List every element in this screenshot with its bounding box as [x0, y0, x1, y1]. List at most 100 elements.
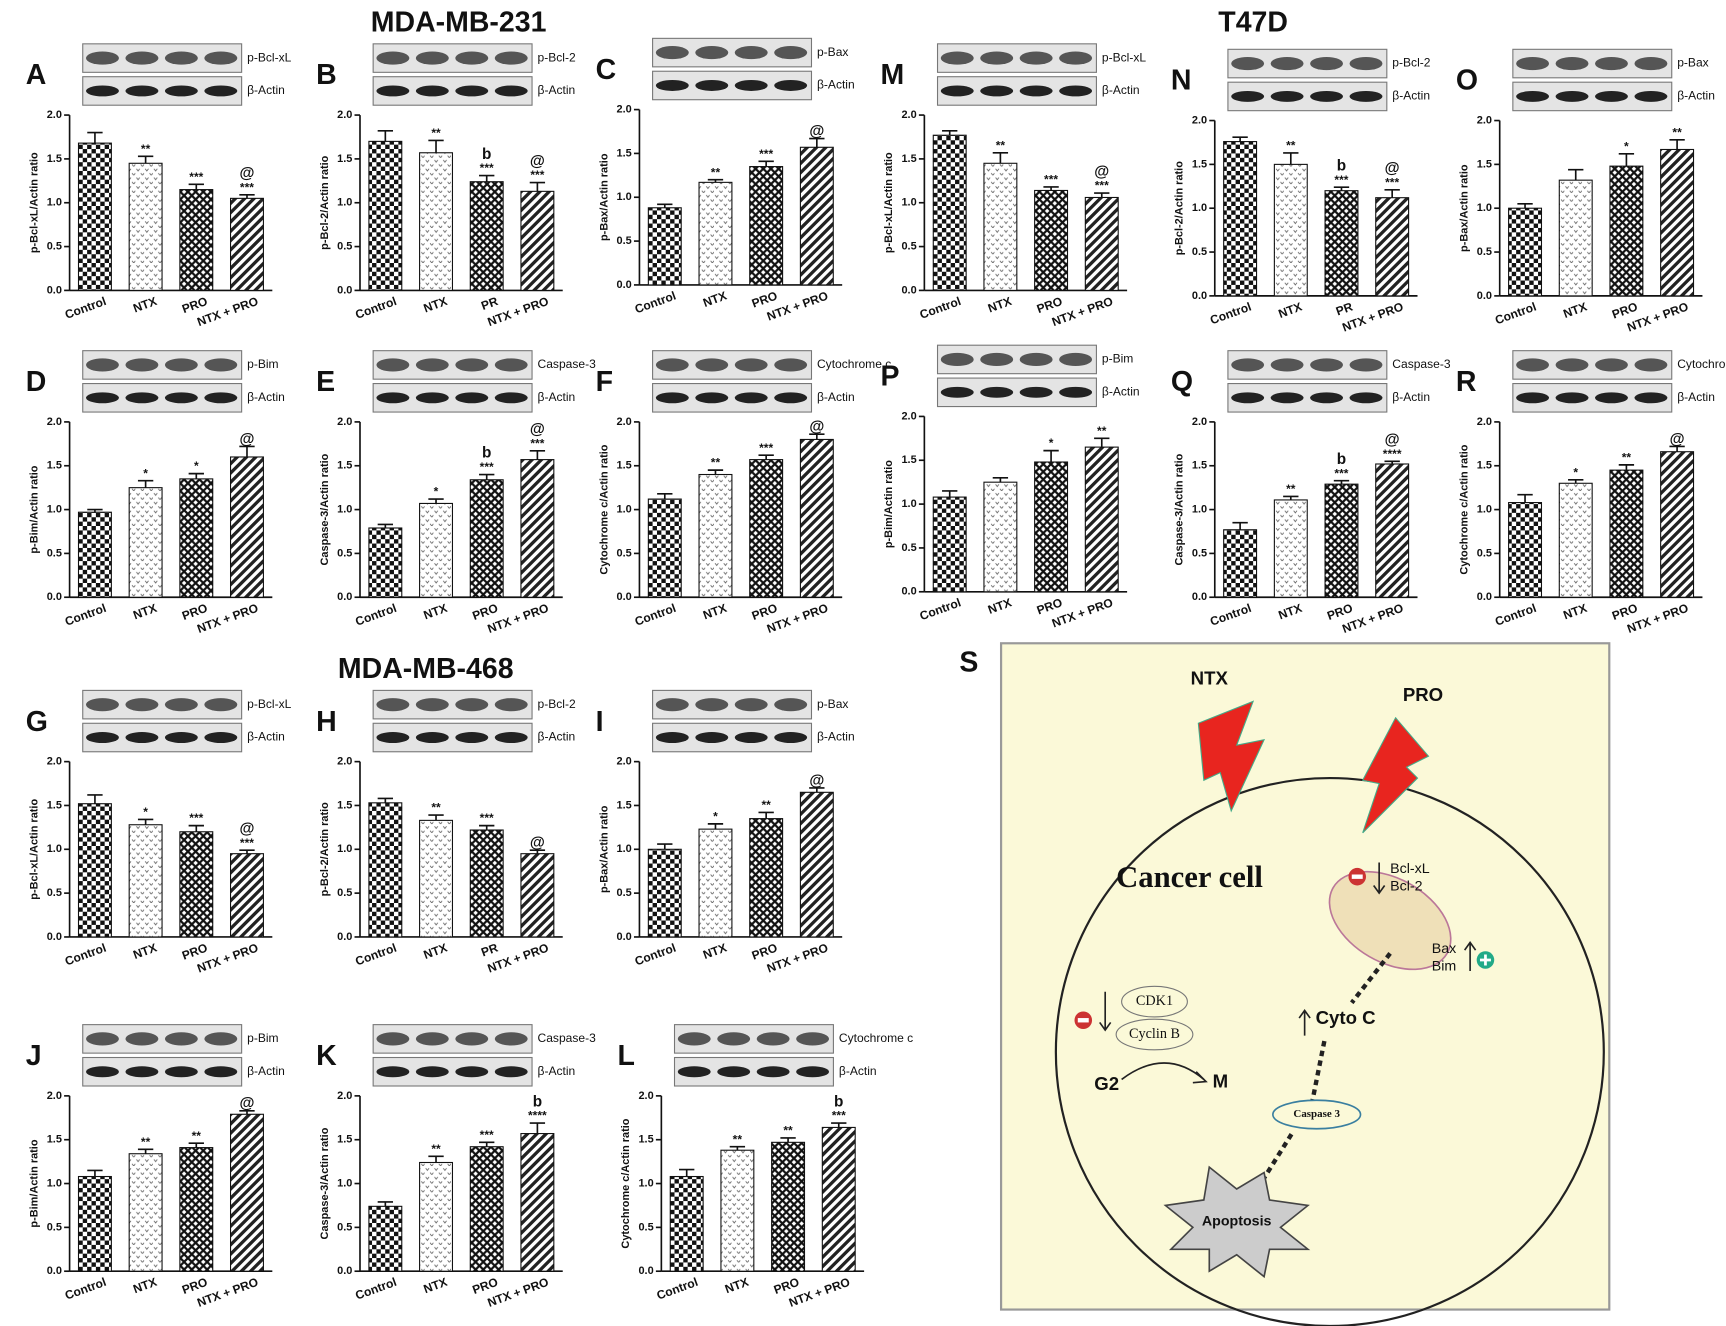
blot-band — [655, 358, 689, 372]
blot-band — [86, 1066, 119, 1078]
bar — [698, 473, 733, 598]
blot-band — [717, 1066, 751, 1078]
blot-band — [494, 732, 528, 743]
significance-label: @ — [240, 165, 255, 182]
blot-band — [774, 46, 808, 60]
chart-panel: Jp-Bim β-Actin 0.0 0.5 1.0 1.5 2.0 p-Bim/Actin … — [26, 1024, 285, 1310]
bar — [179, 1147, 214, 1272]
blot-band — [1059, 386, 1093, 398]
significance-label: * — [1624, 139, 1629, 153]
error-bar — [1517, 493, 1533, 503]
blot-band — [86, 51, 119, 65]
bar — [368, 140, 403, 291]
x-tick-label: NTX — [1276, 601, 1303, 622]
y-tick-label: 0.0 — [617, 279, 632, 291]
blot-band — [655, 698, 689, 712]
blot-label: p-Bcl-xL — [1102, 50, 1146, 64]
significance-label: *** — [530, 436, 544, 450]
significance-label: ** — [192, 1129, 202, 1143]
y-axis-label: p-Bim/Actin ratio — [28, 1139, 40, 1227]
bar — [720, 1149, 755, 1272]
error-bar — [1094, 437, 1110, 448]
bar — [749, 459, 784, 598]
x-tick-label: Control — [63, 1275, 108, 1303]
y-tick-label: 0.5 — [337, 547, 352, 559]
bar — [520, 853, 555, 938]
caspase-ellipse — [1272, 1099, 1362, 1130]
y-tick-label: 0.0 — [617, 591, 632, 603]
blot-band — [980, 85, 1014, 97]
significance-label: ** — [431, 126, 441, 140]
blot-band — [125, 392, 159, 404]
chart-panel: Bp-Bcl-2 β-Actin 0.0 0.5 1.0 1.5 2.0 p-Bcl-2/Ac… — [316, 43, 576, 329]
y-tick-label: 0.5 — [47, 240, 62, 252]
blot-band — [204, 85, 238, 97]
bar — [771, 1141, 806, 1272]
x-tick-label: Control — [633, 941, 678, 969]
inhibit-bar — [1077, 1018, 1089, 1023]
blot-band — [1555, 56, 1589, 71]
x-tick-label: PR — [479, 294, 500, 313]
error-bar — [87, 508, 103, 513]
chart-panel: Np-Bcl-2 β-Actin 0.0 0.5 1.0 1.5 2.0 p-Bcl-2/Ac… — [1171, 48, 1431, 335]
error-bar — [137, 155, 154, 164]
blot-band — [494, 1066, 528, 1078]
blot-label: β-Actin — [538, 83, 576, 97]
down-arrow — [1373, 862, 1386, 895]
x-tick-label: NTX — [131, 601, 158, 622]
bar — [669, 1175, 704, 1272]
significance-label: b — [533, 1093, 542, 1110]
y-tick-label: 0.5 — [901, 240, 916, 252]
significance-label: ** — [1672, 125, 1682, 139]
bar — [77, 511, 112, 598]
y-tick-label: 1.0 — [47, 197, 62, 209]
y-axis-label: p-Bcl-2/Actin ratio — [319, 802, 331, 897]
blot-band — [204, 1066, 238, 1078]
blot-label: p-Bcl-2 — [538, 50, 576, 64]
y-tick-label: 1.5 — [901, 454, 916, 466]
y-tick-label: 1.5 — [47, 799, 62, 811]
error-bar — [137, 818, 154, 825]
blot-band — [204, 732, 238, 743]
x-tick-label: NTX — [986, 294, 1013, 315]
significance-label: *** — [1095, 179, 1109, 193]
y-tick-label: 1.0 — [47, 503, 62, 515]
significance-label: * — [713, 809, 718, 823]
x-tick-label: NTX — [1276, 300, 1303, 321]
y-tick-label: 1.5 — [901, 153, 916, 165]
bar — [419, 502, 454, 598]
y-tick-label: 1.5 — [1192, 460, 1207, 472]
significance-label: *** — [1334, 466, 1348, 480]
significance-label: b — [1337, 157, 1346, 174]
error-bar — [87, 131, 103, 144]
blot-band — [940, 85, 974, 97]
mitochondrion — [1328, 870, 1452, 971]
y-tick-label: 0.0 — [1192, 591, 1207, 603]
significance-label: *** — [1044, 173, 1058, 187]
significance-label: *** — [480, 1128, 494, 1142]
significance-label: b — [1337, 451, 1346, 468]
x-tick-label: NTX — [986, 595, 1013, 616]
blot-band — [717, 1032, 751, 1046]
blot-label: Caspase-3 — [538, 1031, 597, 1045]
x-tick-label: Control — [633, 289, 678, 317]
error-bar — [1568, 168, 1584, 181]
panel-letter: F — [596, 366, 613, 398]
y-axis-label: p-Bax/Actin ratio — [598, 153, 610, 241]
significance-label: *** — [832, 1109, 846, 1123]
error-bar — [809, 433, 825, 440]
blot-band — [204, 51, 238, 65]
blot-label: β-Actin — [1102, 385, 1140, 399]
significance-label: @ — [240, 820, 255, 837]
chart-panel: Dp-Bim β-Actin 0.0 0.5 1.0 1.5 2.0 p-Bim/Actin … — [26, 350, 285, 636]
y-tick-label: 1.5 — [47, 460, 62, 472]
drug-label: PRO — [1403, 684, 1443, 705]
y-tick-label: 2.0 — [617, 103, 632, 115]
blot-band — [455, 1066, 489, 1078]
bar — [419, 819, 454, 938]
y-tick-label: 2.0 — [617, 756, 632, 768]
blot-band — [774, 698, 808, 712]
blot-band — [695, 392, 729, 404]
error-bar — [707, 469, 724, 475]
significance-label: ** — [1286, 139, 1296, 153]
